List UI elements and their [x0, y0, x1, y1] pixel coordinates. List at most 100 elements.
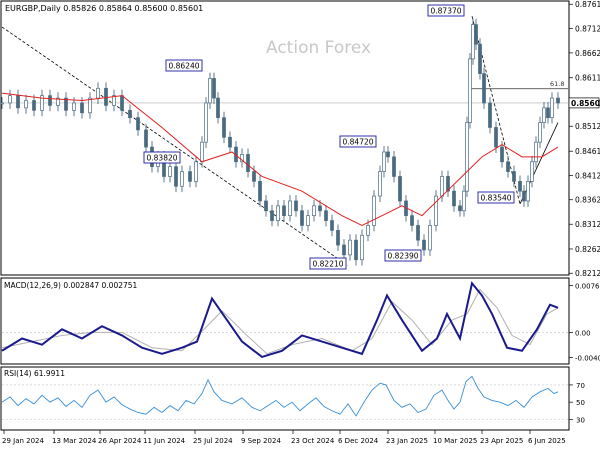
macd-tick-label: 0.00 — [575, 329, 591, 337]
candle-body — [526, 181, 530, 202]
candle-body — [471, 24, 475, 60]
level-box-border — [165, 59, 203, 72]
level-box-label: 0.82210 — [313, 260, 344, 269]
candle-body — [550, 97, 554, 119]
level-box-border — [477, 191, 515, 204]
candle-body — [222, 117, 226, 138]
candle-body — [488, 102, 492, 128]
macd-tick-label: 0.007623 — [575, 283, 600, 291]
rsi-title: RSI(14) 61.9911 — [4, 369, 65, 378]
level-box-label: 0.84720 — [343, 138, 374, 147]
candle-body — [306, 215, 310, 226]
level-box: 0.83540 — [477, 191, 515, 204]
current-price-label: 0.85601 — [571, 99, 600, 108]
candle-body — [72, 102, 76, 111]
candle-body — [474, 24, 478, 45]
level-box: 0.83820 — [143, 151, 181, 164]
rsi-tick-label: 70 — [576, 382, 585, 390]
candle-body — [506, 161, 510, 172]
macd-tick-label: -0.004073 — [575, 354, 600, 362]
candle-body — [434, 195, 438, 226]
candle-body — [212, 78, 216, 99]
candle-body — [468, 58, 472, 123]
candle-body — [56, 97, 60, 106]
rsi-tick-label: 50 — [576, 399, 585, 407]
date-tick-label: 26 Apr 2024 — [98, 437, 142, 445]
candle-body — [398, 176, 402, 202]
candle-body — [324, 210, 328, 221]
candle-body — [482, 73, 486, 104]
candle-body — [458, 205, 462, 212]
date-tick-label: 25 Jul 2024 — [193, 437, 233, 445]
candle-body — [276, 205, 280, 221]
candle-body — [500, 146, 504, 163]
candle-body — [204, 102, 208, 143]
candle-body — [216, 97, 220, 119]
candle-body — [194, 161, 198, 182]
candle-body — [465, 122, 469, 192]
candle-body — [104, 87, 108, 106]
candle-body — [462, 190, 466, 212]
date-tick-label: 9 Sep 2024 — [241, 437, 281, 445]
level-box-label: 0.87370 — [431, 7, 462, 16]
date-tick-label: 23 Apr 2025 — [480, 437, 523, 445]
price-tick-label: 0.86115 — [575, 74, 600, 83]
candle-body — [348, 239, 352, 256]
candle-body — [96, 87, 100, 99]
level-box-label: 0.83820 — [147, 154, 178, 163]
price-tick-label: 0.84615 — [575, 147, 600, 156]
rsi-panel — [0, 366, 570, 431]
candle-body — [8, 95, 12, 104]
candle-body — [168, 166, 172, 177]
candle-body — [556, 97, 560, 104]
candle-body — [270, 210, 274, 221]
candle-body — [112, 95, 116, 106]
candle-body — [264, 200, 268, 212]
macd-line — [1, 280, 559, 359]
level-box: 0.86240 — [165, 59, 203, 72]
date-tick-label: 23 Jan 2025 — [386, 437, 428, 445]
candle-body — [258, 181, 262, 202]
candle-body — [40, 95, 44, 111]
candle-body — [208, 78, 212, 104]
candle-body — [88, 97, 92, 114]
candle-body — [386, 151, 390, 158]
level-box-border — [309, 257, 347, 270]
candle-body — [546, 107, 550, 119]
candle-body — [512, 171, 516, 182]
date-tick-label: 13 Mar 2024 — [52, 437, 97, 445]
candle-body — [200, 141, 204, 163]
date-tick-label: 29 Jan 2024 — [2, 437, 45, 445]
level-box-label: 0.83540 — [481, 194, 512, 203]
current-price-box — [568, 97, 600, 109]
candle-body — [312, 205, 316, 217]
candle-body — [446, 176, 450, 192]
candle-body — [136, 117, 140, 131]
macd-signal-line — [1, 288, 559, 355]
date-tick-label: 11 Jun 2024 — [143, 437, 186, 445]
candle-body — [422, 239, 426, 251]
candle-body — [252, 171, 256, 182]
date-tick-label: 6 Dec 2024 — [338, 437, 379, 445]
candle-body — [336, 230, 340, 246]
candle-body — [24, 100, 28, 109]
candle-body — [240, 154, 244, 163]
level-box-border — [384, 249, 422, 262]
candle-body — [80, 102, 84, 114]
price-tick-label: 0.86622 — [575, 49, 600, 58]
candle-body — [372, 195, 376, 226]
candle-body — [188, 171, 192, 182]
candle-body — [128, 109, 132, 119]
fib-618-label: 61.8 — [550, 80, 564, 88]
candle-body — [366, 225, 370, 236]
candle-body — [16, 95, 20, 109]
candle-body — [452, 190, 456, 207]
candle-body — [144, 129, 148, 148]
candle-body — [440, 176, 444, 197]
candle-body — [174, 166, 178, 187]
candle-body — [530, 161, 534, 182]
candle-body — [180, 171, 184, 187]
candle-body — [282, 205, 286, 217]
